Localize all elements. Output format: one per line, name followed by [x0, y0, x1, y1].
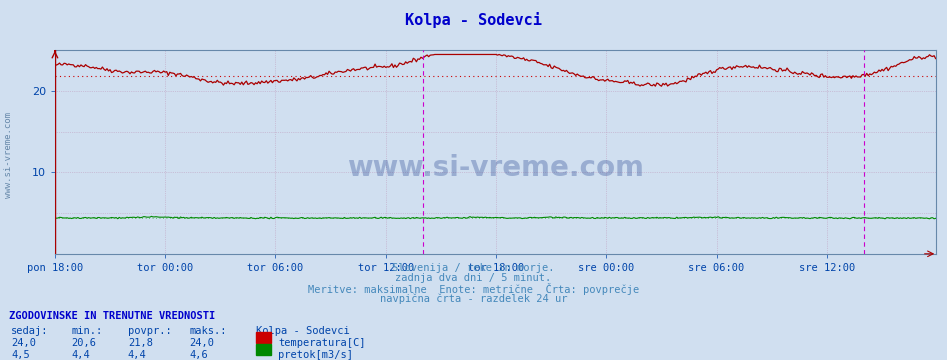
Text: 4,4: 4,4: [128, 350, 147, 360]
Text: www.si-vreme.com: www.si-vreme.com: [4, 112, 13, 198]
Text: 4,4: 4,4: [71, 350, 90, 360]
Text: 24,0: 24,0: [189, 338, 214, 348]
Text: temperatura[C]: temperatura[C]: [278, 338, 366, 348]
Text: pretok[m3/s]: pretok[m3/s]: [278, 350, 353, 360]
Text: navpična črta - razdelek 24 ur: navpična črta - razdelek 24 ur: [380, 293, 567, 303]
Text: Meritve: maksimalne  Enote: metrične  Črta: povprečje: Meritve: maksimalne Enote: metrične Črta…: [308, 283, 639, 295]
Text: sedaj:: sedaj:: [11, 326, 49, 336]
Text: 20,6: 20,6: [71, 338, 96, 348]
Text: maks.:: maks.:: [189, 326, 227, 336]
Text: 4,5: 4,5: [11, 350, 30, 360]
Text: ZGODOVINSKE IN TRENUTNE VREDNOSTI: ZGODOVINSKE IN TRENUTNE VREDNOSTI: [9, 311, 216, 321]
Text: 4,6: 4,6: [189, 350, 208, 360]
Text: Kolpa - Sodevci: Kolpa - Sodevci: [256, 326, 349, 336]
Text: 24,0: 24,0: [11, 338, 36, 348]
Text: Kolpa - Sodevci: Kolpa - Sodevci: [405, 12, 542, 27]
Text: www.si-vreme.com: www.si-vreme.com: [347, 154, 644, 183]
Text: povpr.:: povpr.:: [128, 326, 171, 336]
Text: Slovenija / reke in morje.: Slovenija / reke in morje.: [392, 263, 555, 273]
Text: zadnja dva dni / 5 minut.: zadnja dva dni / 5 minut.: [396, 273, 551, 283]
Text: min.:: min.:: [71, 326, 102, 336]
Text: 21,8: 21,8: [128, 338, 152, 348]
